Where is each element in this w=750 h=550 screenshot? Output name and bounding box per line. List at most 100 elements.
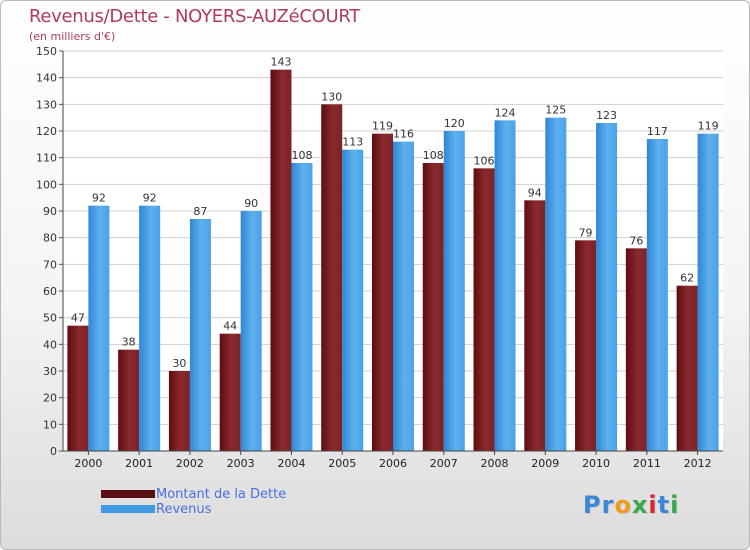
x-tick-label: 2010 [582, 457, 610, 470]
bar-revenus [240, 211, 262, 451]
bar-dette [575, 240, 597, 451]
bar-revenus [697, 133, 719, 451]
y-tick-label: 130 [36, 98, 57, 111]
x-tick-label: 2012 [684, 457, 712, 470]
data-label-revenus: 123 [596, 109, 617, 122]
y-tick-label: 100 [36, 178, 57, 191]
bar-dette [524, 200, 546, 451]
y-tick-label: 60 [43, 285, 57, 298]
x-tick-label: 2011 [633, 457, 661, 470]
data-label-dette: 119 [372, 120, 393, 133]
data-label-revenus: 87 [193, 205, 207, 218]
data-label-dette: 30 [172, 357, 186, 370]
data-label-dette: 108 [423, 149, 444, 162]
bar-dette [625, 248, 647, 451]
x-tick-label: 2001 [125, 457, 153, 470]
bar-revenus [494, 120, 516, 451]
bar-layer [67, 69, 719, 452]
bar-dette [422, 163, 444, 451]
bar-revenus [189, 219, 211, 451]
logo-letter: o [614, 491, 632, 519]
data-label-revenus: 116 [393, 128, 414, 141]
bar-revenus [443, 131, 465, 451]
data-label-revenus: 117 [647, 125, 668, 138]
x-tick-label: 2008 [481, 457, 509, 470]
data-label-dette: 130 [321, 90, 342, 103]
bar-dette [168, 371, 190, 451]
data-label-dette: 76 [629, 234, 643, 247]
bar-revenus [139, 205, 161, 451]
logo-letter: x [631, 491, 649, 519]
logo-letter: i [648, 491, 658, 519]
bar-dette [473, 168, 495, 452]
bar-revenus [291, 163, 313, 451]
axis-layer: 0 10 20 30 40 50 60 70 80 90 100 110 120 130 140 150 200… [36, 45, 723, 470]
bar-dette [372, 133, 393, 451]
data-label-revenus: 113 [342, 136, 363, 149]
bar-revenus [646, 139, 668, 451]
data-label-dette: 79 [579, 226, 593, 239]
y-tick-label: 30 [43, 365, 57, 378]
data-label-dette: 44 [223, 320, 237, 333]
bar-revenus [88, 205, 110, 451]
data-label-revenus: 90 [244, 197, 258, 210]
y-tick-label: 140 [36, 72, 57, 85]
y-tick-label: 150 [36, 45, 57, 58]
x-tick-label: 2004 [277, 457, 305, 470]
y-tick-label: 20 [43, 392, 57, 405]
bar-dette [219, 333, 241, 451]
data-label-revenus: 108 [291, 149, 312, 162]
label-layer: 4792389230874490143108130113119116108120… [71, 56, 719, 370]
data-label-dette: 106 [474, 154, 495, 167]
legend-swatch-dette [101, 490, 155, 498]
legend-label-revenus: Revenus [156, 502, 212, 517]
y-tick-label: 70 [43, 258, 57, 271]
data-label-dette: 94 [528, 186, 542, 199]
data-label-revenus: 92 [92, 192, 106, 205]
legend-label-dette: Montant de la Dette [156, 487, 287, 502]
proxiti-logo: Proxiti [583, 491, 679, 519]
x-tick-label: 2006 [379, 457, 407, 470]
y-tick-label: 110 [36, 152, 57, 165]
data-label-dette: 143 [270, 56, 291, 69]
logo-letter: r [601, 491, 615, 519]
bar-dette [270, 69, 292, 452]
bar-dette [321, 104, 343, 451]
bar-dette [118, 349, 140, 451]
data-label-dette: 47 [71, 312, 85, 325]
y-tick-label: 0 [50, 445, 57, 458]
data-label-dette: 62 [680, 272, 694, 285]
data-label-revenus: 125 [545, 104, 566, 117]
bar-revenus [393, 141, 414, 451]
y-tick-label: 80 [43, 232, 57, 245]
x-tick-label: 2003 [227, 457, 255, 470]
x-tick-label: 2000 [74, 457, 102, 470]
x-tick-label: 2005 [328, 457, 356, 470]
x-tick-label: 2009 [531, 457, 559, 470]
y-tick-label: 120 [36, 125, 57, 138]
x-tick-label: 2007 [430, 457, 458, 470]
bar-dette [67, 325, 89, 451]
data-label-dette: 38 [122, 336, 136, 349]
chart-title: Revenus/Dette - NOYERS-AUZéCOURT [29, 6, 360, 27]
bar-revenus [342, 149, 364, 451]
x-tick-label: 2002 [176, 457, 204, 470]
data-label-revenus: 119 [698, 120, 719, 133]
y-tick-label: 90 [43, 205, 57, 218]
logo-letter: t [657, 491, 671, 519]
bar-dette [676, 285, 698, 451]
data-label-revenus: 124 [495, 106, 516, 119]
logo-letter: P [583, 491, 602, 519]
y-tick-label: 10 [43, 418, 57, 431]
data-label-revenus: 120 [444, 117, 465, 130]
chart-subtitle: (en milliers d'€) [29, 30, 116, 43]
bar-revenus [596, 123, 618, 451]
data-label-revenus: 92 [143, 192, 157, 205]
legend-swatch-revenus [101, 505, 155, 513]
y-tick-label: 40 [43, 338, 57, 351]
bar-revenus [545, 117, 567, 452]
logo-letter: i [670, 491, 680, 519]
y-tick-label: 50 [43, 312, 57, 325]
